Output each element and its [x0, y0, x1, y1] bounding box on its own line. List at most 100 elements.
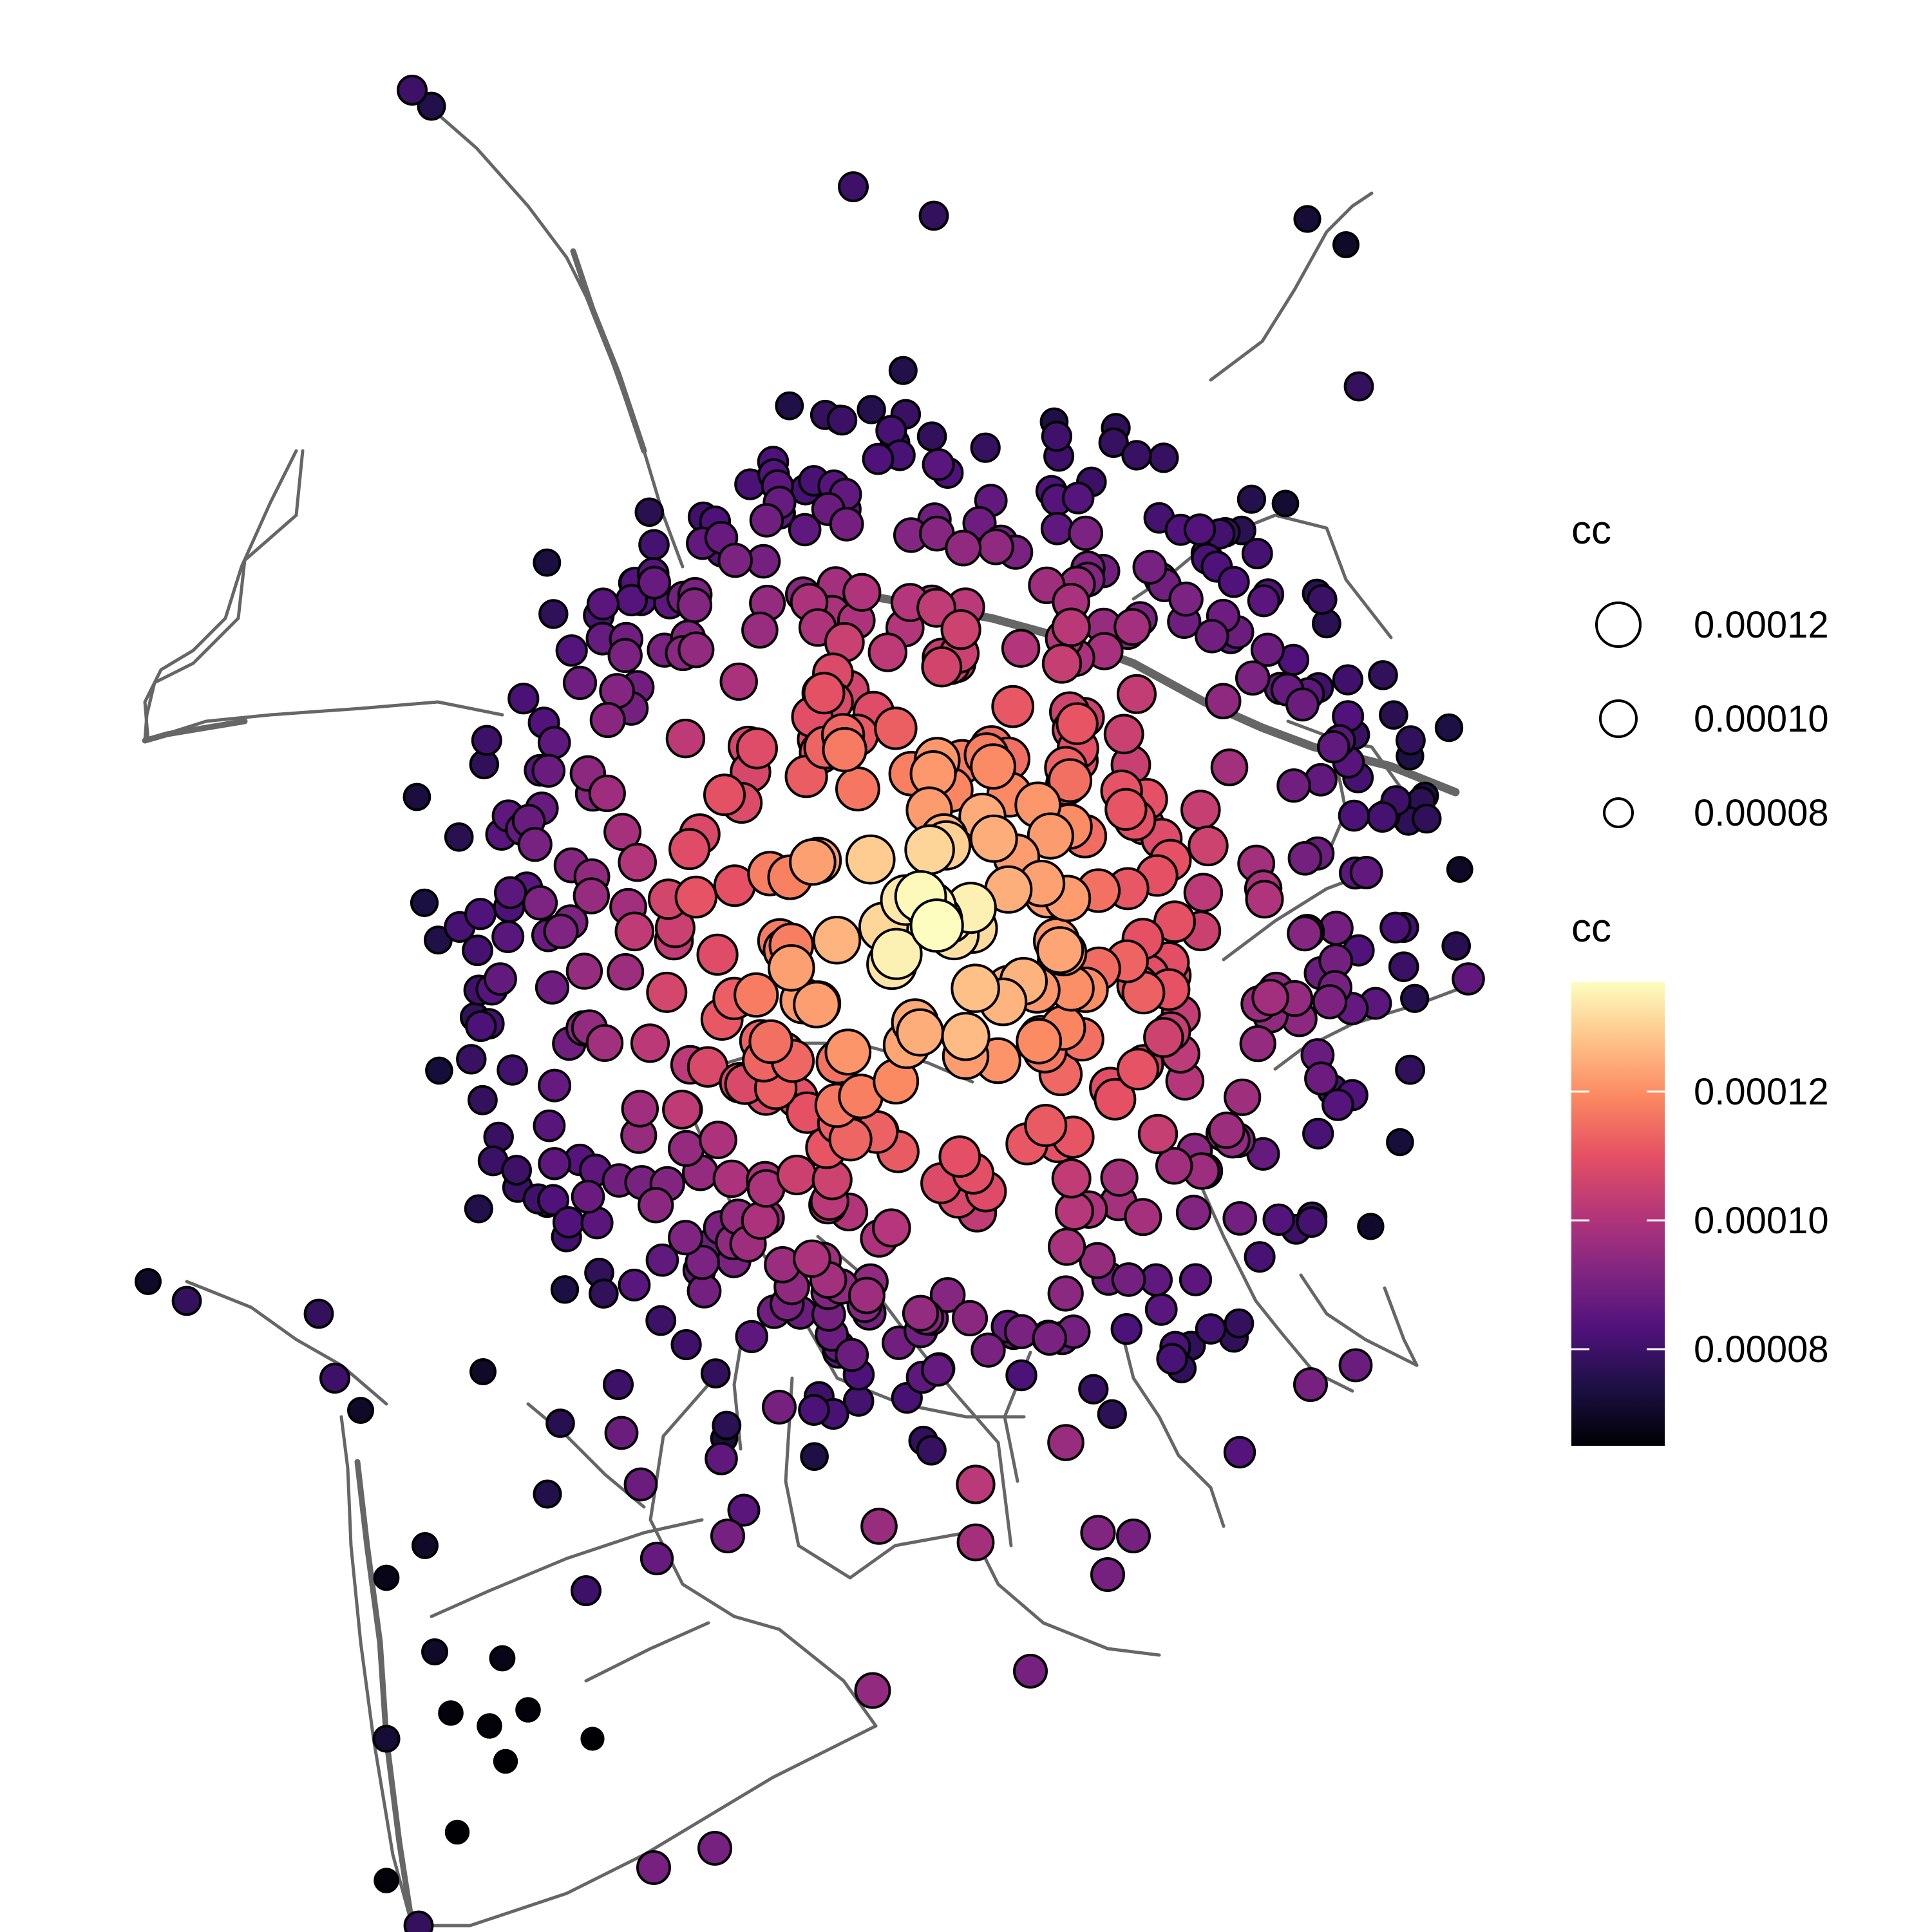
network-node [741, 611, 779, 649]
network-node [1024, 1104, 1068, 1148]
network-node [735, 1320, 768, 1354]
network-node [347, 1397, 374, 1424]
network-node [665, 719, 706, 759]
network-node [951, 963, 1000, 1013]
network-node [1210, 748, 1249, 786]
network-node [303, 1298, 334, 1329]
network-node [1332, 231, 1359, 258]
network-node [888, 355, 918, 385]
network-node [585, 1024, 624, 1062]
network-node [603, 1369, 634, 1400]
size-legend-label: 0.00010 [1694, 698, 1829, 740]
network-node [1056, 702, 1099, 745]
network-node [700, 1358, 731, 1388]
network-node [550, 1275, 580, 1304]
network-node [904, 824, 955, 875]
network-node [634, 497, 665, 527]
network-node [469, 1358, 497, 1385]
network-node [735, 727, 779, 770]
network-node [533, 1109, 566, 1142]
size-legend-title: cc [1571, 508, 1611, 553]
network-node [1137, 1113, 1179, 1155]
network-node [1117, 674, 1157, 714]
network-node [762, 1390, 797, 1425]
network-node [1080, 1515, 1116, 1551]
network-node [1400, 983, 1430, 1013]
network-node [674, 875, 718, 919]
size-legend: cc 0.00012 0.00010 0.00008 [1571, 508, 1829, 834]
network-node [319, 1363, 350, 1394]
network-node [462, 934, 493, 967]
network-node [552, 1206, 585, 1238]
network-node [646, 971, 688, 1013]
network-node [1155, 1147, 1193, 1185]
network-node [1276, 768, 1311, 803]
network-node [712, 1410, 742, 1441]
network-node [1097, 1399, 1127, 1429]
network-node [696, 933, 739, 976]
network-node [872, 1208, 911, 1247]
network-node [1317, 730, 1350, 764]
network-node [1379, 911, 1412, 944]
network-node [1183, 513, 1217, 546]
network-node [857, 395, 886, 424]
network-node [573, 877, 610, 914]
network-node [1016, 1018, 1063, 1065]
network-node [373, 1564, 400, 1591]
network-node [555, 634, 588, 667]
size-legend-key [1595, 601, 1642, 648]
network-node [471, 724, 502, 756]
network-node [538, 599, 569, 629]
network-node [1441, 931, 1471, 961]
network-node [1111, 1262, 1146, 1297]
network-node [848, 1276, 886, 1314]
network-node [645, 1243, 679, 1277]
network-node [533, 1479, 562, 1509]
network-node [1236, 484, 1267, 514]
network-node [1036, 926, 1084, 974]
network-node [940, 609, 981, 650]
network-node [677, 631, 715, 668]
network-node [991, 685, 1035, 728]
network-node [531, 753, 566, 788]
network-node [670, 1329, 702, 1361]
network-node [1094, 1077, 1137, 1121]
network-node [1040, 512, 1074, 545]
network-node [697, 1831, 732, 1866]
network-node [1051, 607, 1091, 647]
network-node [517, 827, 553, 862]
network-node [636, 1850, 671, 1885]
network-node [822, 727, 867, 773]
network-node [412, 1532, 439, 1559]
network-node [741, 1201, 780, 1240]
network-node [497, 1054, 528, 1086]
network-node [1357, 1213, 1385, 1240]
network-node [535, 970, 570, 1005]
network-node [749, 503, 784, 538]
network-node [1239, 1025, 1276, 1063]
network-node [1055, 1191, 1094, 1231]
network-node [1321, 1088, 1354, 1121]
network-node [970, 432, 1001, 463]
network-node [896, 1008, 945, 1057]
network-node [464, 1194, 493, 1224]
network-node [824, 1028, 872, 1075]
network-node [1144, 1293, 1178, 1326]
network-node [951, 1300, 989, 1337]
network-node [916, 421, 947, 452]
network-node [929, 1277, 966, 1313]
network-node [1452, 962, 1485, 996]
network-node [1304, 1061, 1338, 1096]
network-node [1090, 1557, 1125, 1592]
size-legend-label: 0.00008 [1694, 792, 1829, 834]
network-node [776, 1155, 817, 1195]
network-node [945, 529, 982, 567]
network-node [1110, 1313, 1143, 1345]
network-node [464, 898, 497, 931]
network-node [862, 442, 895, 475]
network-node [543, 913, 579, 949]
network-node [676, 587, 713, 623]
network-node [538, 1147, 571, 1180]
network-node [623, 1467, 658, 1502]
